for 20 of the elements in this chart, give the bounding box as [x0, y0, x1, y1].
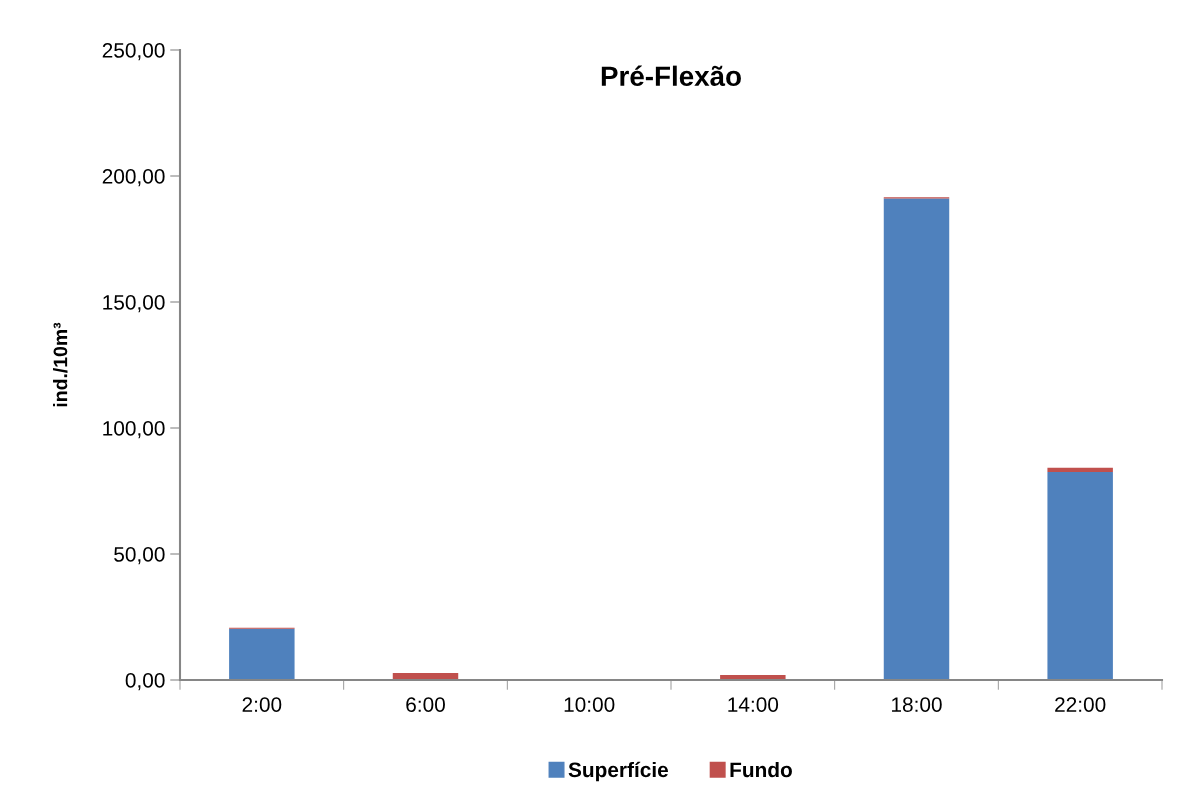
bar [229, 628, 295, 680]
bar [1047, 467, 1113, 473]
y-tick-label: 250,00 [102, 43, 165, 61]
legend-label: Superfície [568, 761, 669, 782]
chart-title: Pré-Flexão [601, 65, 741, 87]
y-tick-label: 50,00 [114, 547, 165, 565]
x-tick-label: 2:00 [242, 697, 282, 712]
x-tick-label: 18:00 [892, 697, 942, 712]
y-tick-label: 150,00 [103, 295, 165, 313]
x-tick-label: 10:00 [564, 697, 615, 712]
x-tick-label: 14:00 [728, 697, 779, 712]
bar [883, 198, 950, 680]
x-tick-label: 22:00 [1055, 697, 1106, 712]
y-tick-label: 100,00 [103, 421, 165, 439]
x-tick-label: 6:00 [406, 697, 445, 712]
y-axis-title: ind./10m³ [53, 322, 68, 407]
y-tick-label: 0,00 [125, 673, 165, 691]
bar [1047, 472, 1113, 680]
y-tick-label: 200,00 [102, 169, 165, 187]
legend-label: Fundo [730, 761, 792, 778]
